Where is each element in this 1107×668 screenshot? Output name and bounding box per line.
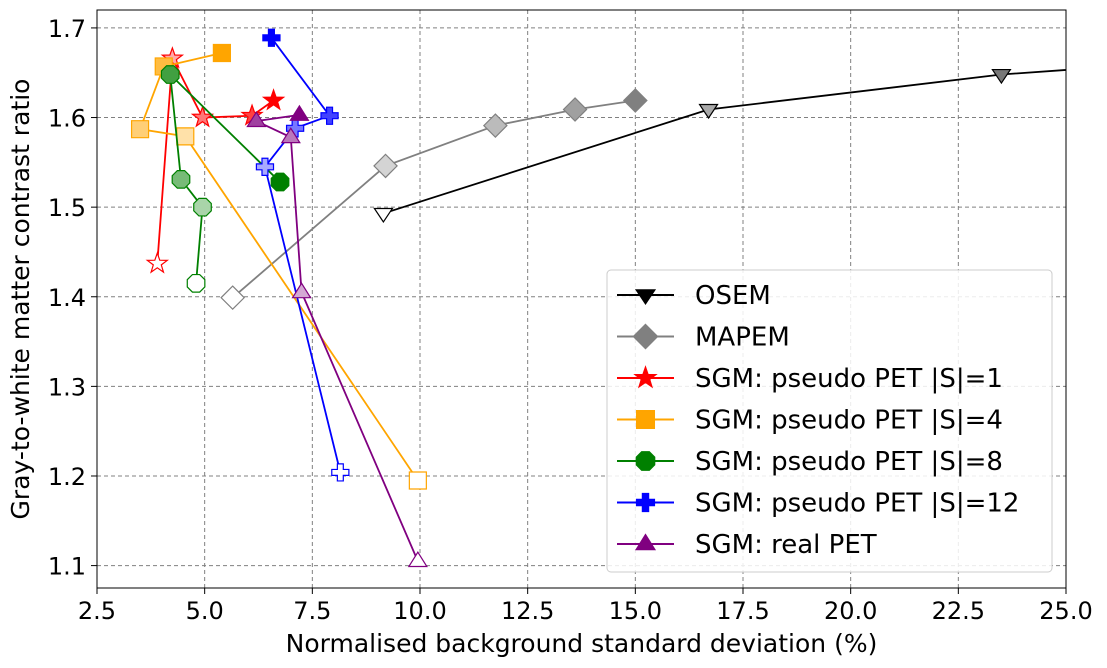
series-6 [255, 28, 350, 482]
legend-label: SGM: pseudo PET |S|=12 [695, 489, 1019, 519]
x-axis-label: Normalised background standard deviation… [286, 629, 878, 658]
y-tick-label: 1.6 [48, 105, 86, 133]
data-point [562, 97, 588, 122]
legend: OSEM MAPEM SGM: pseudo PET |S|=1 SGM: pseud… [606, 269, 1053, 573]
series-1 [373, 68, 1066, 224]
data-point [270, 172, 290, 192]
legend-item: MAPEM [617, 323, 790, 353]
data-point [289, 104, 310, 121]
legend-item: SGM: pseudo PET |S|=1 [617, 364, 1003, 394]
data-point [186, 273, 206, 293]
x-tick-label: 12.5 [501, 597, 554, 625]
plot-frame [96, 9, 1067, 589]
data-point [160, 65, 180, 84]
data-point [698, 103, 719, 120]
data-point [320, 106, 339, 125]
data-point [373, 153, 398, 179]
data-point [408, 471, 427, 490]
legend-item: SGM: pseudo PET |S|=4 [617, 406, 1003, 436]
legend-marker [635, 409, 656, 430]
y-axis-label: Gray-to-white matter contrast ratio [6, 79, 35, 520]
data-point [246, 110, 267, 128]
legend-item: SGM: real PET [617, 530, 877, 560]
data-point [262, 28, 281, 47]
x-tick-label: 7.5 [293, 597, 331, 625]
x-tick-label: 25.0 [1039, 597, 1092, 625]
data-point [285, 119, 305, 138]
legend-label: SGM: pseudo PET |S|=1 [695, 364, 1003, 394]
series-5 [160, 65, 290, 293]
data-point [991, 68, 1012, 85]
legend-marker [635, 451, 656, 471]
legend-marker [634, 289, 657, 306]
data-point [212, 43, 231, 63]
data-point [145, 251, 170, 274]
y-tick-label: 1.7 [48, 15, 86, 43]
legend-marker [634, 533, 657, 551]
data-point [407, 550, 428, 568]
y-tick-label: 1.3 [48, 373, 86, 401]
data-point [220, 285, 246, 311]
legend-label: SGM: pseudo PET |S|=8 [695, 447, 1003, 477]
series-4 [130, 43, 427, 490]
legend-marker [633, 365, 658, 389]
y-tick-label: 1.1 [48, 553, 86, 581]
y-tick-label: 1.2 [48, 463, 86, 491]
legend-item: SGM: pseudo PET |S|=8 [617, 447, 1003, 477]
data-point [193, 197, 212, 217]
data-point [291, 282, 312, 299]
data-point [255, 157, 275, 176]
ticks: 2.5 5.0 7.5 10.0 12.5 15.0 17.5 20.0 22.5 25.0 1.1… [48, 15, 1093, 625]
data-point [622, 88, 648, 113]
x-tick-label: 20.0 [824, 597, 877, 625]
x-tick-label: 22.5 [932, 597, 985, 625]
legend-label: SGM: pseudo PET |S|=4 [695, 406, 1003, 436]
data-point [373, 207, 394, 224]
legend-item: OSEM [617, 281, 771, 311]
legend-box [606, 269, 1053, 573]
series-7 [246, 104, 428, 568]
legend-label: MAPEM [695, 323, 790, 353]
x-tick-label: 10.0 [393, 597, 446, 625]
y-tick-label: 1.5 [48, 194, 86, 222]
x-tick-label: 5.0 [186, 597, 224, 625]
x-tick-label: 15.0 [609, 597, 662, 625]
series-line [383, 69, 1066, 215]
legend-marker [632, 323, 659, 350]
legend-label: OSEM [695, 281, 771, 311]
data-point [482, 113, 508, 138]
x-tick-label: 2.5 [78, 597, 116, 625]
y-tick-label: 1.4 [48, 284, 86, 312]
data-point [176, 127, 195, 146]
x-tick-label: 17.5 [716, 597, 769, 625]
data-point [261, 88, 286, 111]
series-layer [130, 28, 1066, 568]
legend-item: SGM: pseudo PET |S|=12 [617, 489, 1019, 519]
legend-marker [635, 492, 656, 513]
data-point [130, 120, 150, 139]
legend-label: SGM: real PET [695, 530, 877, 560]
series-2 [220, 88, 648, 311]
data-point [171, 169, 191, 189]
data-point [280, 127, 301, 144]
data-point [331, 463, 350, 482]
